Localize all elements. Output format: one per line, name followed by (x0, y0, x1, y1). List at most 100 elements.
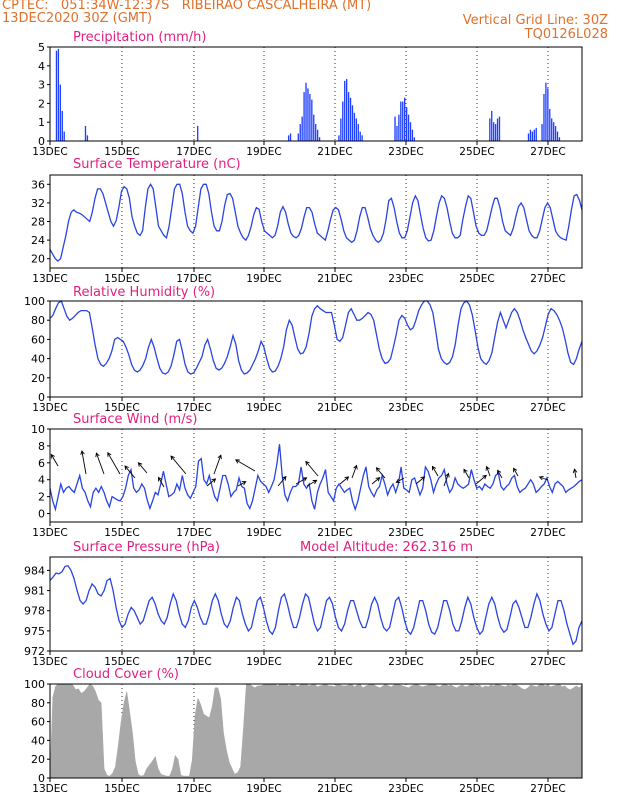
y-tick-label: 24 (31, 234, 45, 247)
x-tick-label: 21DEC (317, 273, 352, 285)
precip-bar (498, 116, 501, 141)
panel-temperature: Surface Temperature (nC) 20 24 28 32 36 13DEC 1… (31, 157, 583, 285)
panel-title: Surface Pressure (hPa) (73, 540, 220, 555)
precip-bar (57, 48, 60, 141)
x-tick-label: 25DEC (459, 273, 494, 285)
precip-bar (315, 124, 317, 141)
x-tick-label: 15DEC (104, 146, 139, 158)
x-tick-label: 21DEC (317, 146, 352, 158)
precip-bar (301, 116, 303, 141)
precip-bar (316, 129, 319, 141)
y-tick-label: 972 (24, 645, 45, 658)
x-tick-label: 17DEC (176, 146, 211, 158)
wind-arrow (237, 481, 247, 487)
x-tick-label: 19DEC (246, 146, 281, 158)
panel-title: Surface Wind (m/s) (73, 412, 197, 427)
precip-bar (297, 133, 299, 141)
wind-arrow (351, 464, 358, 479)
x-tick-label: 23DEC (388, 146, 423, 158)
precip-bar (353, 112, 356, 141)
precip-bar (59, 84, 62, 141)
x-tick-label: 15DEC (104, 527, 139, 539)
wind-arrow (50, 453, 59, 467)
y-tick-label: 0 (38, 391, 45, 404)
precip-bar (359, 131, 361, 141)
x-tick-label: 15DEC (104, 273, 139, 285)
x-tick-label: 25DEC (459, 146, 494, 158)
precip-bar (531, 131, 534, 141)
y-tick-label: 2 (38, 491, 45, 504)
y-tick-label: 10 (31, 423, 45, 436)
precip-bar (556, 131, 559, 141)
y-tick-label: 5 (38, 41, 45, 54)
y-tick-label: 28 (31, 216, 45, 229)
wind-arrow (206, 478, 217, 487)
x-tick-label: 17DEC (176, 656, 211, 668)
wind-arrow (95, 452, 105, 475)
precip-bar (307, 88, 309, 141)
x-tick-label: 25DEC (459, 527, 494, 539)
wind-arrow (306, 479, 318, 487)
y-tick-label: 1 (38, 116, 45, 129)
precip-bar (61, 110, 63, 141)
x-tick-label: 21DEC (317, 783, 352, 795)
header-datetime: 13DEC2020 30Z (GMT) (2, 11, 153, 26)
series-line (49, 444, 583, 512)
precip-bar (552, 122, 555, 141)
precip-bar (86, 135, 89, 141)
precip-bar (402, 101, 404, 141)
y-tick-label: 36 (31, 178, 45, 191)
x-tick-label: 23DEC (388, 402, 423, 414)
precip-bar (361, 135, 363, 141)
x-tick-label: 19DEC (246, 656, 281, 668)
precip-bar (494, 124, 497, 141)
precip-bar (404, 97, 406, 141)
y-tick-label: 60 (31, 333, 45, 346)
x-tick-label: 19DEC (246, 527, 281, 539)
panel-title: Surface Temperature (nC) (73, 157, 241, 172)
wind-arrow (339, 476, 350, 485)
precip-bar (549, 109, 551, 141)
plot-frame (49, 556, 583, 652)
precip-bar (541, 124, 543, 141)
precip-bar (338, 135, 340, 141)
y-tick-label: 2 (38, 97, 45, 110)
y-tick-label: 60 (31, 716, 45, 729)
x-tick-label: 27DEC (530, 402, 565, 414)
precip-bar (347, 92, 350, 141)
wind-arrow (375, 467, 386, 479)
wind-arrow (497, 469, 503, 479)
panel-title: Cloud Cover (%) (73, 667, 179, 682)
wind-arrow (137, 462, 148, 474)
x-tick-label: 13DEC (32, 527, 67, 539)
precip-bar (396, 125, 398, 141)
wind-arrow (107, 451, 121, 475)
wind-arrow (475, 474, 487, 485)
wind-arrow (485, 465, 491, 477)
wind-arrow (235, 459, 256, 472)
precip-bar (394, 116, 396, 141)
plot-frame (49, 428, 583, 523)
cloud-cover-area (49, 683, 583, 779)
y-tick-label: 984 (24, 564, 45, 577)
x-tick-label: 25DEC (459, 783, 494, 795)
x-tick-label: 19DEC (246, 402, 281, 414)
series-line (49, 300, 583, 375)
panel-cloud-cover: Cloud Cover (%) 0 20 40 60 80 100 13DEC 15DEC 17D… (24, 667, 583, 795)
precip-bar (309, 94, 311, 141)
precip-bar (405, 107, 408, 141)
wind-arrow (213, 454, 222, 475)
x-tick-label: 17DEC (176, 402, 211, 414)
precip-bar (398, 114, 400, 141)
precip-bar (313, 114, 315, 141)
panel-humidity: Relative Humidity (%) 0 20 40 60 80 100 13DEC 15… (24, 285, 583, 414)
x-tick-label: 23DEC (388, 656, 423, 668)
x-tick-label: 25DEC (459, 656, 494, 668)
y-tick-label: 978 (24, 605, 45, 618)
x-tick-label: 15DEC (104, 402, 139, 414)
y-tick-label: 3 (38, 79, 45, 92)
wind-arrow (305, 460, 319, 477)
wind-arrow (80, 450, 87, 475)
precip-bar (351, 105, 354, 141)
precip-bar (545, 82, 547, 141)
